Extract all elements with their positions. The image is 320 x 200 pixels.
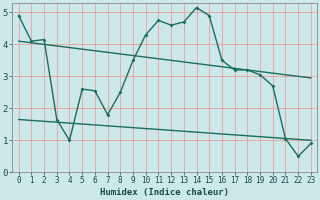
X-axis label: Humidex (Indice chaleur): Humidex (Indice chaleur) bbox=[100, 188, 229, 197]
